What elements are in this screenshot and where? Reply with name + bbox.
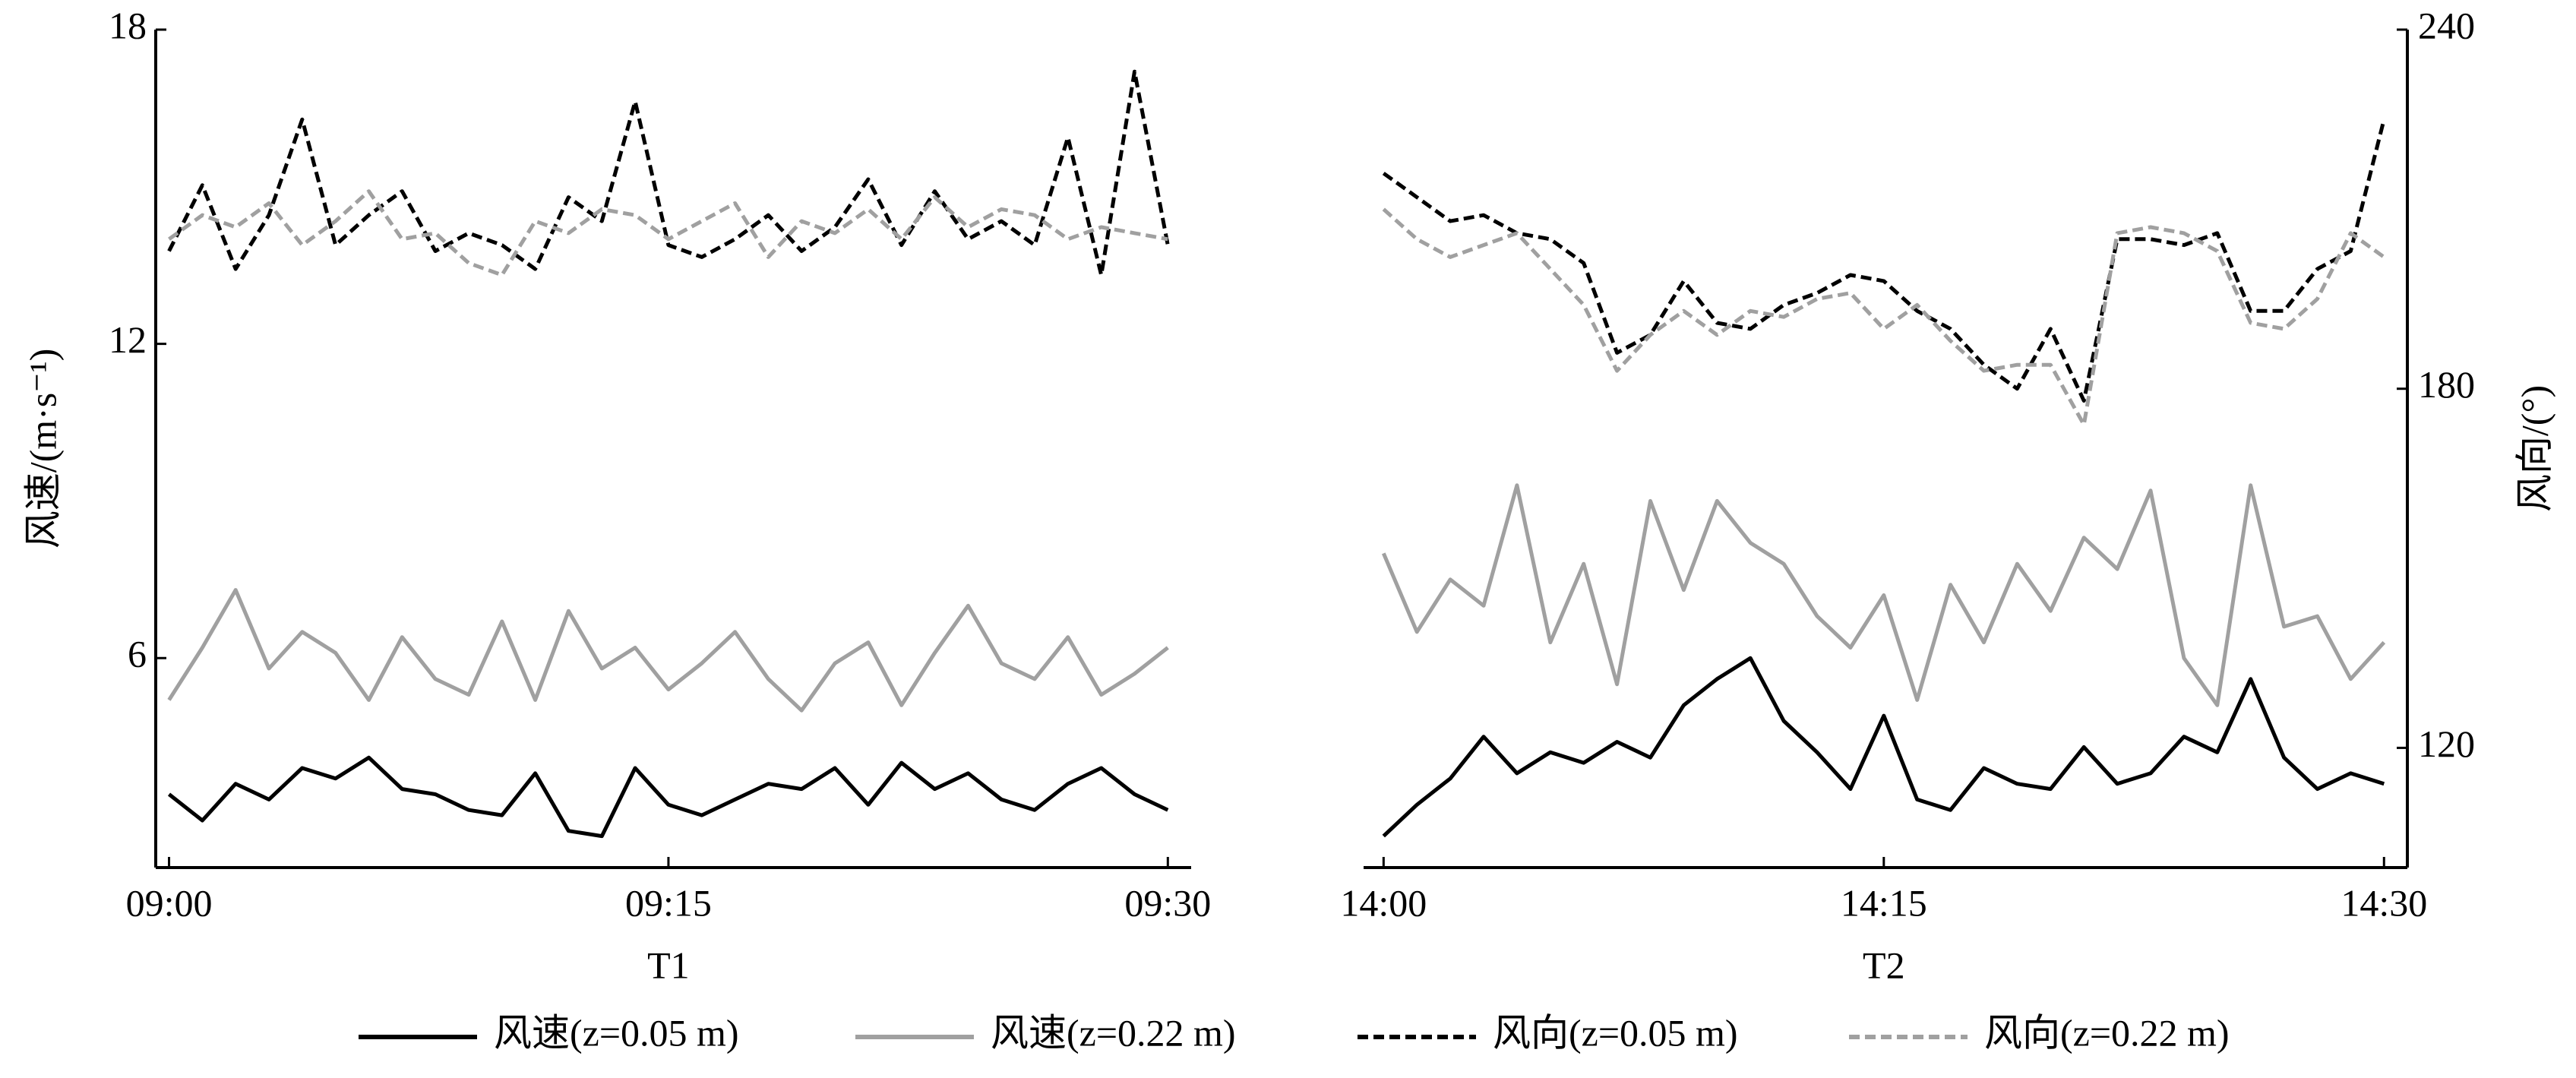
y-axis-title: 风速/(m·s⁻¹)	[21, 349, 64, 549]
y-tick-label: 18	[109, 4, 147, 46]
x-tick-label: 14:15	[1841, 881, 1927, 924]
series-line	[1381, 483, 2386, 707]
series-line	[167, 588, 1169, 713]
y2-tick-label: 120	[2418, 722, 2475, 765]
y2-axis-title: 风向/(°)	[2513, 385, 2555, 512]
series-line	[167, 755, 1169, 839]
series-line	[1382, 207, 2385, 427]
legend-label: 风向(z=0.22 m)	[1984, 1011, 2230, 1054]
series-line	[1382, 119, 2386, 403]
y-tick-label: 6	[128, 633, 147, 675]
y-tick-label: 12	[109, 318, 147, 361]
y2-tick-label: 240	[2418, 4, 2475, 46]
x-tick-label: 14:30	[2341, 881, 2427, 924]
series-line	[168, 189, 1168, 277]
x-tick-label: 14:00	[1340, 881, 1427, 924]
x-tick-label: 09:15	[625, 881, 712, 924]
x-axis-title: T2	[1863, 944, 1905, 986]
x-axis-title: T1	[647, 944, 690, 986]
legend-label: 风速(z=0.22 m)	[991, 1011, 1236, 1054]
legend-label: 风向(z=0.05 m)	[1493, 1011, 1738, 1054]
x-tick-label: 09:00	[126, 881, 213, 924]
x-tick-label: 09:30	[1124, 881, 1211, 924]
series-line	[167, 69, 1170, 277]
series-line	[1382, 656, 2385, 838]
y2-tick-label: 180	[2418, 363, 2475, 406]
legend-label: 风速(z=0.05 m)	[494, 1011, 739, 1054]
